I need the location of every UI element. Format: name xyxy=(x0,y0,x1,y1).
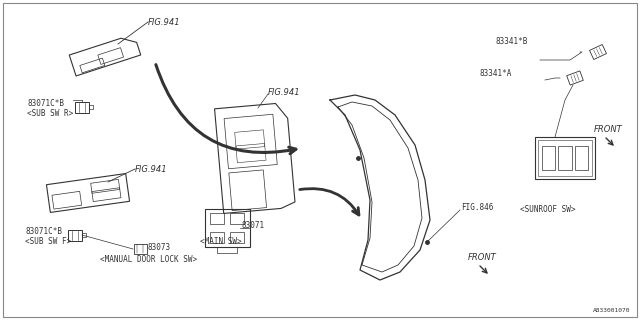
Text: FIG.941: FIG.941 xyxy=(268,88,301,97)
Bar xyxy=(210,213,224,224)
Bar xyxy=(558,147,572,170)
Text: 83071C*B: 83071C*B xyxy=(25,228,62,236)
Bar xyxy=(89,105,93,109)
FancyArrowPatch shape xyxy=(300,188,359,215)
Text: <SUB SW R>: <SUB SW R> xyxy=(27,108,73,117)
Text: FIG.941: FIG.941 xyxy=(135,165,168,174)
Bar xyxy=(230,213,244,224)
Bar xyxy=(205,209,250,247)
Bar xyxy=(575,147,588,170)
Bar xyxy=(82,233,86,237)
Text: 83071: 83071 xyxy=(241,221,264,230)
Bar xyxy=(134,244,147,254)
Text: <MAIN SW>: <MAIN SW> xyxy=(200,237,242,246)
Text: A833001070: A833001070 xyxy=(593,308,630,313)
Bar xyxy=(538,140,592,176)
FancyArrowPatch shape xyxy=(156,65,296,154)
Text: <MANUAL DOOR LOCK SW>: <MANUAL DOOR LOCK SW> xyxy=(100,255,197,265)
Bar xyxy=(217,247,237,253)
Text: <SUNROOF SW>: <SUNROOF SW> xyxy=(520,205,575,214)
Text: <SUB SW F>: <SUB SW F> xyxy=(25,236,71,245)
Text: FRONT: FRONT xyxy=(594,125,623,134)
Bar xyxy=(535,137,595,179)
Text: 83341*B: 83341*B xyxy=(495,37,527,46)
Text: FIG.846: FIG.846 xyxy=(461,204,493,212)
Text: 83073: 83073 xyxy=(148,243,171,252)
Bar xyxy=(541,147,555,170)
Text: 83071C*B: 83071C*B xyxy=(27,100,64,108)
Text: FIG.941: FIG.941 xyxy=(148,18,180,27)
Bar xyxy=(75,101,89,113)
Text: FRONT: FRONT xyxy=(468,253,497,262)
Bar xyxy=(68,229,82,241)
Bar xyxy=(210,232,224,243)
Bar xyxy=(230,232,244,243)
Text: 83341*A: 83341*A xyxy=(480,69,513,78)
